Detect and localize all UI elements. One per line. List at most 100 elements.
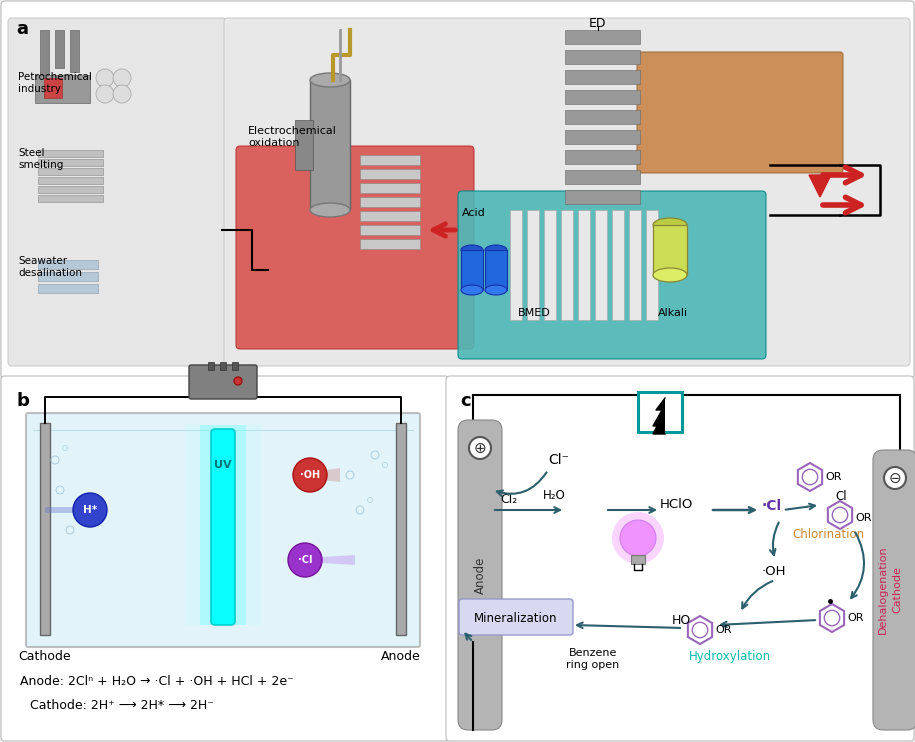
Text: Acid: Acid [462, 208, 486, 218]
FancyBboxPatch shape [873, 450, 915, 730]
Bar [360, 155, 420, 165]
Circle shape [234, 377, 242, 385]
Text: c: c [460, 392, 470, 410]
Text: Anode: Anode [382, 650, 421, 663]
Bar [629, 210, 641, 320]
Bar [595, 210, 607, 320]
Ellipse shape [461, 285, 483, 295]
Text: OR: OR [855, 513, 871, 523]
Bar [310, 80, 350, 210]
FancyBboxPatch shape [224, 18, 910, 366]
Bar [185, 425, 261, 625]
Text: Dehalogenation: Dehalogenation [878, 545, 888, 634]
Ellipse shape [310, 73, 350, 87]
Bar [565, 90, 640, 104]
Circle shape [612, 512, 664, 564]
Text: Steel
smelting: Steel smelting [18, 148, 63, 170]
FancyBboxPatch shape [26, 413, 420, 647]
Bar [35, 75, 90, 103]
FancyBboxPatch shape [458, 191, 766, 359]
Bar [396, 423, 406, 635]
Circle shape [469, 437, 491, 459]
Ellipse shape [653, 218, 687, 232]
FancyBboxPatch shape [638, 392, 682, 432]
Bar [38, 272, 98, 281]
Bar [565, 170, 640, 184]
Bar [38, 150, 103, 157]
Circle shape [620, 520, 656, 556]
Circle shape [293, 458, 327, 492]
Text: Cathode: Cathode [892, 567, 902, 614]
FancyArrow shape [809, 175, 831, 197]
Circle shape [884, 467, 906, 489]
Bar [360, 211, 420, 221]
Text: OR: OR [825, 472, 842, 482]
Bar [631, 555, 645, 564]
Text: ·Cl: ·Cl [762, 499, 782, 513]
Bar [360, 183, 420, 193]
Bar [578, 210, 590, 320]
Text: Alkali: Alkali [658, 308, 688, 318]
Ellipse shape [461, 245, 483, 255]
Text: ·OH: ·OH [762, 565, 786, 578]
Bar [38, 284, 98, 293]
FancyBboxPatch shape [1, 1, 914, 379]
Ellipse shape [310, 203, 350, 217]
FancyBboxPatch shape [189, 365, 257, 399]
Bar [40, 30, 49, 75]
Text: ⊕: ⊕ [474, 441, 487, 456]
Circle shape [113, 69, 131, 87]
FancyBboxPatch shape [637, 52, 843, 173]
Bar [510, 210, 522, 320]
Bar [38, 195, 103, 202]
Bar [561, 210, 573, 320]
Circle shape [96, 69, 114, 87]
Bar [38, 186, 103, 193]
Text: HClO: HClO [660, 499, 694, 511]
Bar [70, 30, 79, 72]
FancyBboxPatch shape [211, 429, 235, 625]
Text: b: b [16, 392, 29, 410]
Text: Petrochemical
industry: Petrochemical industry [18, 72, 92, 93]
Bar [360, 239, 420, 249]
Bar [360, 197, 420, 207]
Polygon shape [313, 468, 340, 482]
Polygon shape [45, 507, 73, 513]
Bar [565, 30, 640, 44]
Text: OR: OR [847, 613, 864, 623]
Bar [295, 120, 313, 170]
Ellipse shape [485, 285, 507, 295]
Text: Electrochemical
oxidation: Electrochemical oxidation [248, 126, 337, 148]
Text: Cl⁻: Cl⁻ [548, 453, 569, 467]
Circle shape [288, 543, 322, 577]
Text: ED: ED [589, 17, 607, 30]
Text: ·OH: ·OH [300, 470, 320, 480]
Text: HO: HO [672, 614, 691, 626]
Bar [653, 225, 687, 275]
Bar [544, 210, 556, 320]
Bar [38, 159, 103, 166]
Circle shape [73, 493, 107, 527]
Text: Cl₂: Cl₂ [500, 493, 517, 506]
Bar [208, 362, 214, 370]
Polygon shape [653, 398, 665, 434]
Text: ⊖: ⊖ [888, 470, 901, 485]
Bar [55, 30, 64, 68]
Text: Chlorination: Chlorination [792, 528, 864, 541]
Text: BMED: BMED [518, 308, 551, 318]
Text: Hydroxylation: Hydroxylation [689, 650, 771, 663]
Bar [565, 190, 640, 204]
Text: Cl: Cl [835, 490, 846, 504]
Bar [565, 110, 640, 124]
Text: UV: UV [214, 460, 231, 470]
Text: Anode: 2Clⁿ + H₂O → ·Cl + ·OH + HCl + 2e⁻: Anode: 2Clⁿ + H₂O → ·Cl + ·OH + HCl + 2e… [20, 675, 294, 688]
Bar [646, 210, 658, 320]
Ellipse shape [653, 268, 687, 282]
Text: H₂O: H₂O [543, 489, 565, 502]
Bar [200, 425, 246, 625]
Bar [565, 150, 640, 164]
Bar [38, 177, 103, 184]
Circle shape [96, 85, 114, 103]
Bar [40, 423, 50, 635]
Text: H*: H* [83, 505, 97, 515]
